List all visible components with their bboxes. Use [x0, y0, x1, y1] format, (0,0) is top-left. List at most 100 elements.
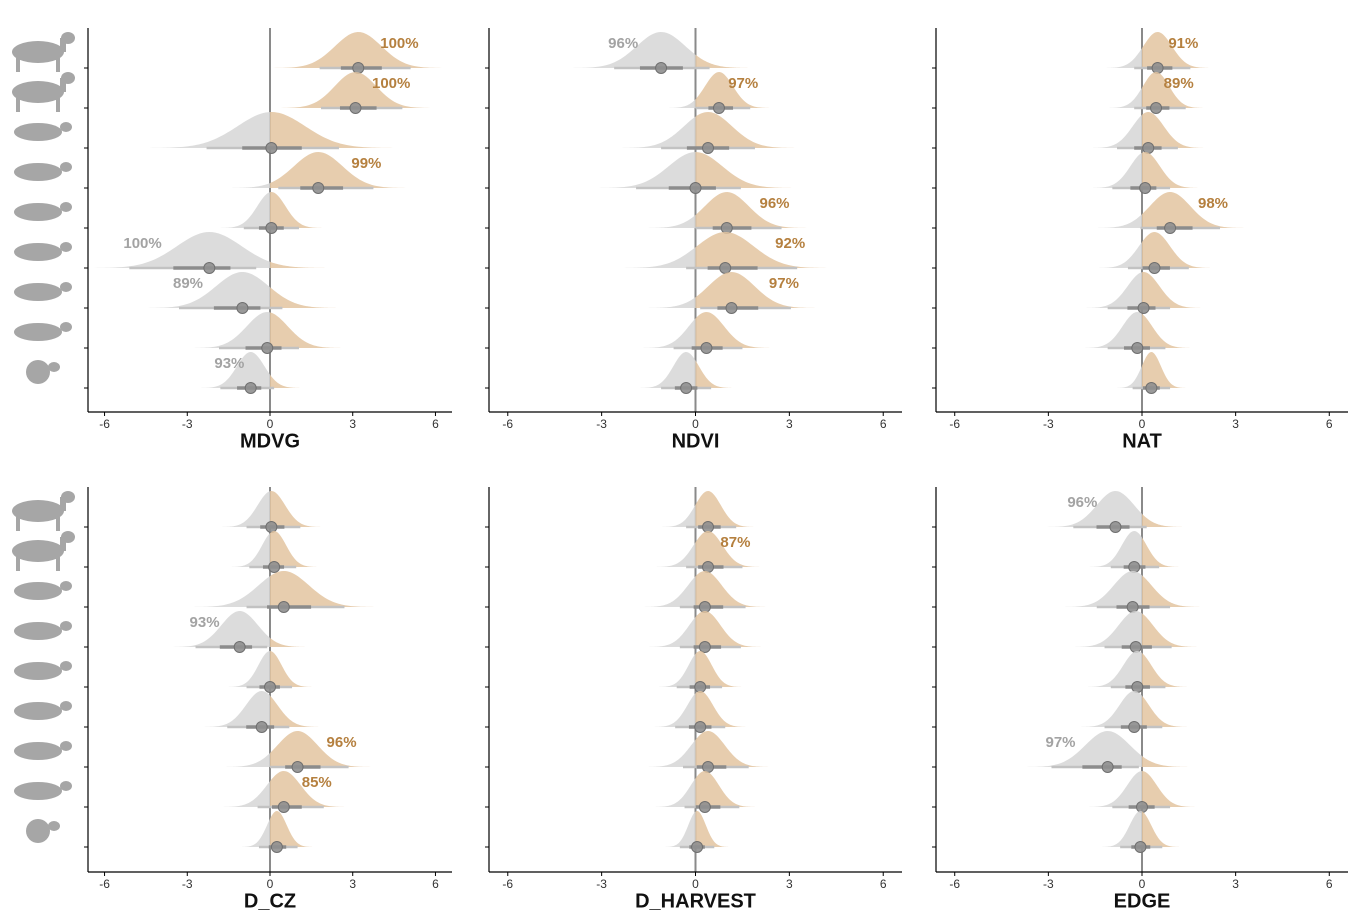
point-estimate — [256, 722, 267, 733]
point-estimate — [1151, 103, 1162, 114]
icon-body — [14, 782, 62, 800]
point-estimate — [350, 103, 361, 114]
x-tick-label: 3 — [786, 417, 793, 431]
density-positive — [270, 112, 406, 148]
point-estimate — [692, 842, 703, 853]
icon-head — [60, 242, 72, 252]
panel-title: MDVG — [240, 430, 300, 452]
point-estimate — [278, 602, 289, 613]
species-icon — [12, 72, 75, 112]
icon-head — [60, 122, 72, 132]
density-negative — [636, 318, 695, 348]
icon-neck — [60, 78, 66, 92]
x-tick-label: 6 — [432, 877, 439, 891]
point-estimate — [266, 223, 277, 234]
probability-label: 89% — [173, 275, 203, 292]
species-icon — [14, 581, 72, 600]
icon-leg — [16, 557, 20, 571]
icon-leg — [16, 517, 20, 531]
density-positive — [1142, 192, 1251, 228]
species-icon — [14, 242, 72, 261]
x-tick-label: 6 — [1326, 877, 1333, 891]
panel-title: D_HARVEST — [635, 890, 756, 911]
probability-label: 97% — [1045, 734, 1075, 751]
probability-label: 100% — [372, 75, 410, 92]
density-positive — [270, 375, 306, 388]
x-tick-label: -6 — [949, 877, 960, 891]
panel-title: NDVI — [672, 430, 720, 452]
density-negative — [1058, 571, 1142, 607]
species-icon — [14, 282, 72, 301]
icon-body — [14, 582, 62, 600]
density-positive — [270, 491, 326, 527]
probability-label: 91% — [1168, 35, 1198, 52]
point-estimate — [690, 183, 701, 194]
point-estimate — [245, 383, 256, 394]
icon-head — [60, 661, 72, 671]
icon-body — [14, 662, 62, 680]
density-negative — [589, 152, 696, 188]
density-negative — [662, 812, 696, 847]
density-positive — [696, 811, 733, 847]
x-tick-label: -3 — [1043, 417, 1054, 431]
point-estimate — [1130, 642, 1141, 653]
density-negative — [238, 819, 271, 847]
density-positive — [270, 638, 313, 647]
icon-body — [14, 323, 62, 341]
density-negative — [1083, 771, 1142, 807]
point-estimate — [237, 303, 248, 314]
point-estimate — [292, 762, 303, 773]
icon-leg — [56, 557, 60, 571]
density-negative — [639, 215, 696, 228]
density-negative — [184, 576, 270, 607]
probability-label: 93% — [190, 614, 220, 631]
point-estimate — [266, 522, 277, 533]
density-positive — [270, 192, 328, 228]
density-negative — [216, 781, 270, 807]
probability-label: 97% — [769, 275, 799, 292]
species-icon — [14, 701, 72, 720]
density-negative — [1113, 366, 1142, 388]
point-estimate — [266, 143, 277, 154]
density-negative — [1089, 214, 1142, 228]
density-negative — [1067, 611, 1142, 647]
point-estimate — [656, 63, 667, 74]
species-icon — [14, 202, 72, 221]
probability-label: 87% — [720, 534, 750, 551]
icon-leg — [56, 58, 60, 72]
x-tick-label: -6 — [99, 877, 110, 891]
point-estimate — [726, 303, 737, 314]
point-estimate — [1102, 762, 1113, 773]
x-tick-label: 3 — [1232, 417, 1239, 431]
density-negative — [1086, 115, 1142, 148]
icon-head — [60, 162, 72, 172]
probability-label: 99% — [351, 155, 381, 172]
density-negative — [136, 112, 270, 148]
point-estimate — [353, 63, 364, 74]
species-icon — [26, 360, 60, 384]
density-negative — [226, 533, 270, 567]
density-positive — [696, 361, 738, 388]
density-negative — [221, 183, 270, 188]
density-negative — [649, 693, 695, 727]
point-estimate — [699, 802, 710, 813]
density-negative — [1092, 242, 1142, 268]
density-positive — [1142, 771, 1201, 807]
point-estimate — [278, 802, 289, 813]
point-estimate — [1146, 383, 1157, 394]
point-estimate — [681, 383, 692, 394]
density-positive — [270, 696, 325, 727]
x-tick-label: -6 — [502, 877, 513, 891]
x-tick-label: -3 — [596, 877, 607, 891]
point-estimate — [1152, 63, 1163, 74]
icon-body — [26, 819, 50, 843]
point-estimate — [1132, 682, 1143, 693]
density-positive — [1142, 112, 1210, 148]
point-estimate — [703, 143, 714, 154]
point-estimate — [1138, 303, 1149, 314]
point-estimate — [204, 263, 215, 274]
point-estimate — [1110, 522, 1121, 533]
probability-label: 96% — [1067, 494, 1097, 511]
point-estimate — [695, 682, 706, 693]
point-estimate — [713, 103, 724, 114]
